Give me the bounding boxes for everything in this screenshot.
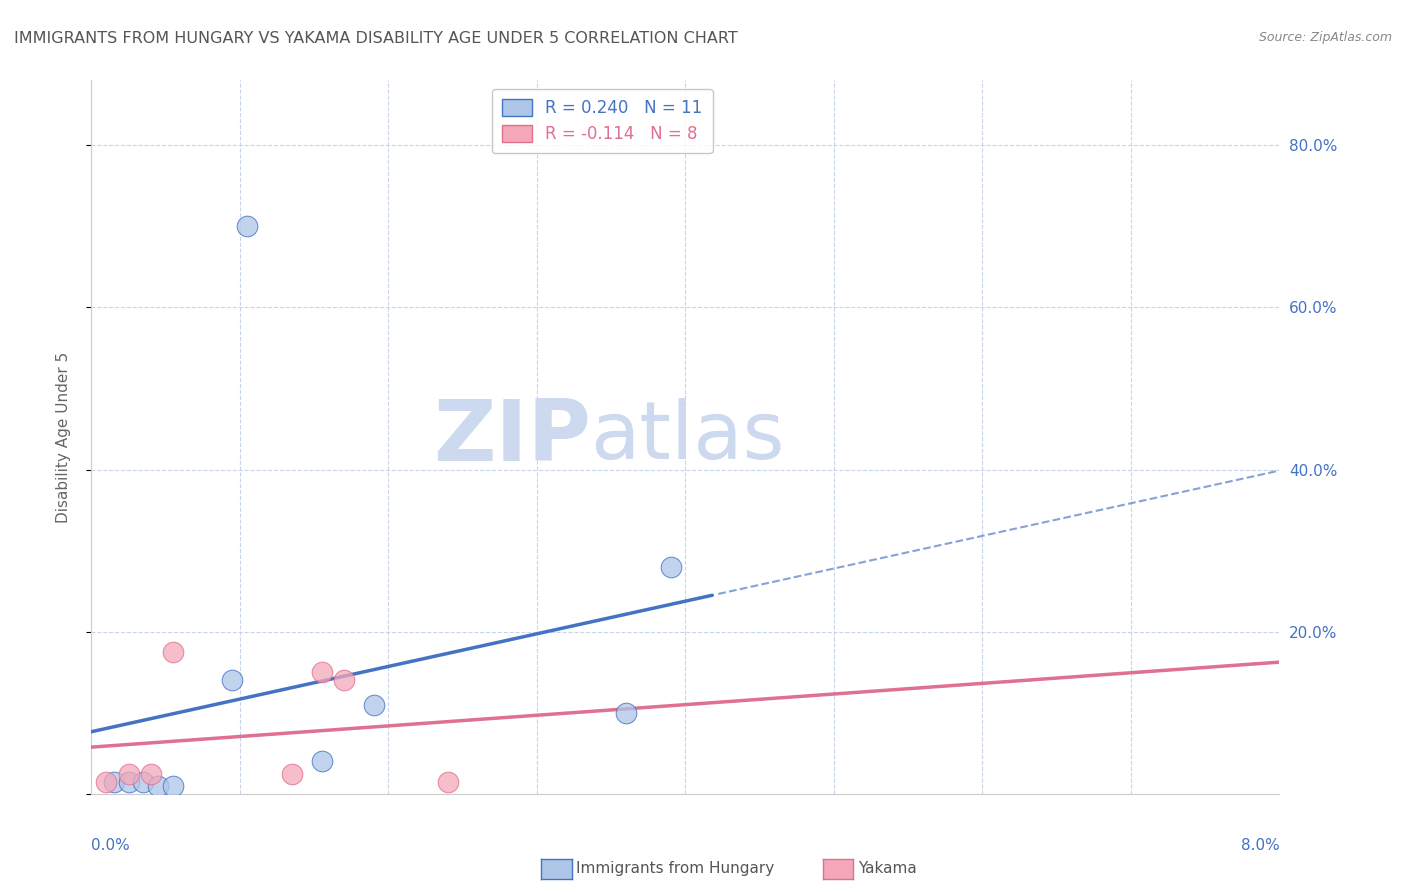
Y-axis label: Disability Age Under 5: Disability Age Under 5 (56, 351, 70, 523)
Point (436, 774, 458, 789)
Text: IMMIGRANTS FROM HUNGARY VS YAKAMA DISABILITY AGE UNDER 5 CORRELATION CHART: IMMIGRANTS FROM HUNGARY VS YAKAMA DISABI… (14, 31, 738, 46)
Point (311, 665, 333, 680)
Point (281, 766, 304, 780)
Point (659, 559, 682, 574)
Point (117, 774, 139, 789)
Point (333, 673, 356, 688)
Point (148, 779, 170, 793)
Point (96, 774, 118, 789)
Point (311, 755, 333, 769)
Point (162, 779, 184, 793)
Text: 8.0%: 8.0% (1240, 838, 1279, 854)
Point (162, 645, 184, 659)
Text: ZIP: ZIP (433, 395, 591, 479)
Point (117, 766, 139, 780)
Point (614, 706, 637, 720)
Point (236, 219, 259, 234)
Point (221, 673, 243, 688)
Point (103, 774, 125, 789)
Point (139, 766, 162, 780)
Point (132, 774, 155, 789)
Text: Immigrants from Hungary: Immigrants from Hungary (576, 862, 775, 876)
Text: Yakama: Yakama (858, 862, 917, 876)
Legend: R = 0.240   N = 11, R = -0.114   N = 8: R = 0.240 N = 11, R = -0.114 N = 8 (492, 88, 713, 153)
Text: 0.0%: 0.0% (91, 838, 131, 854)
Point (363, 698, 385, 712)
Text: atlas: atlas (591, 398, 785, 476)
Text: Source: ZipAtlas.com: Source: ZipAtlas.com (1258, 31, 1392, 45)
